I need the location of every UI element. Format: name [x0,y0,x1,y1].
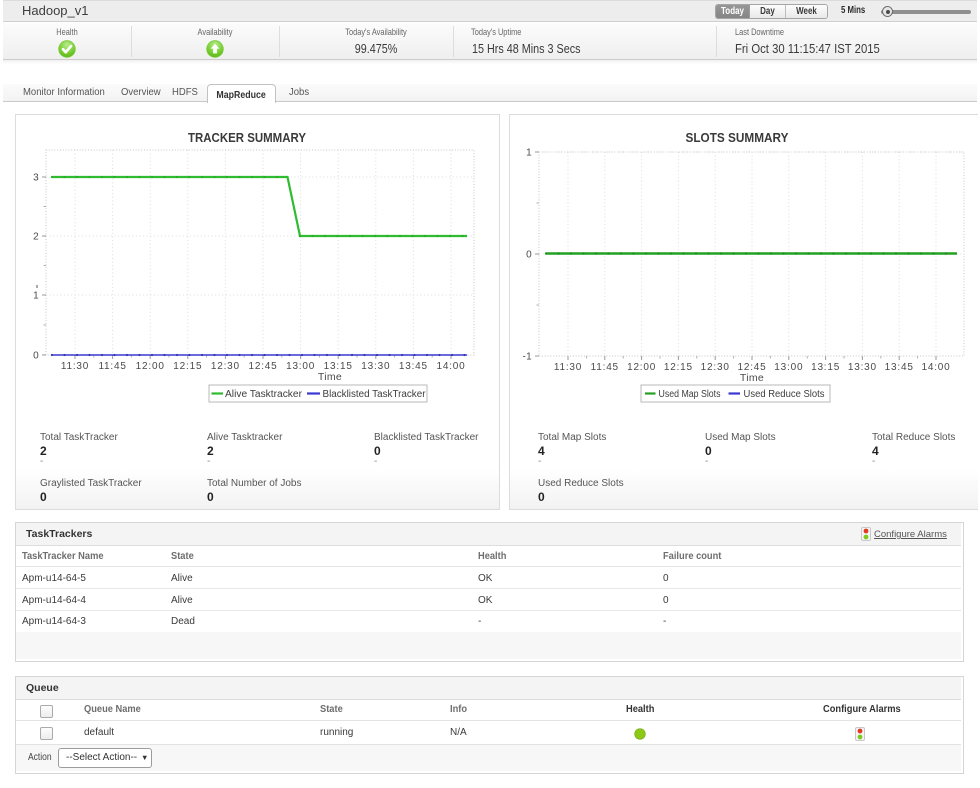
svg-text:12:15: 12:15 [664,362,693,373]
svg-text:12:30: 12:30 [211,361,240,372]
svg-text:11:45: 11:45 [591,362,619,373]
svg-text:12:00: 12:00 [627,362,656,373]
svg-text:Used Map Slots: Used Map Slots [659,389,721,400]
svg-text:3: 3 [33,173,39,184]
svg-text:11:30: 11:30 [61,361,89,372]
svg-text:Time: Time [318,371,342,383]
svg-text:SLOTS SUMMARY: SLOTS SUMMARY [686,131,790,145]
svg-text:13:30: 13:30 [361,361,390,372]
svg-text:13:15: 13:15 [324,361,353,372]
svg-text:Alive Tasktracker: Alive Tasktracker [225,389,303,400]
svg-text:12:45: 12:45 [737,362,766,373]
svg-text:Time: Time [740,372,764,384]
svg-text:12:00: 12:00 [136,361,165,372]
svg-text:12:30: 12:30 [701,362,730,373]
svg-text:14:00: 14:00 [436,361,465,372]
svg-text:0: 0 [33,351,39,362]
svg-text:2: 2 [33,232,39,243]
svg-text:13:00: 13:00 [774,362,803,373]
svg-text:13:00: 13:00 [286,361,315,372]
svg-text:1: 1 [526,148,532,159]
svg-text:12:15: 12:15 [173,361,202,372]
svg-text:12:45: 12:45 [248,361,277,372]
svg-text:TRACKER SUMMARY: TRACKER SUMMARY [188,131,307,145]
svg-text:13:15: 13:15 [811,362,840,373]
svg-text:11:30: 11:30 [554,362,582,373]
svg-text:14:00: 14:00 [921,362,950,373]
svg-text:13:45: 13:45 [399,361,428,372]
svg-text:Blacklisted TaskTracker: Blacklisted TaskTracker [323,389,427,400]
svg-text:13:30: 13:30 [848,362,877,373]
svg-text:1: 1 [33,291,39,302]
svg-text:0: 0 [526,250,532,261]
svg-text:13:45: 13:45 [885,362,914,373]
svg-text:Used Reduce Slots: Used Reduce Slots [744,389,825,400]
svg-text:11:45: 11:45 [98,361,126,372]
svg-text:-1: -1 [523,352,533,363]
